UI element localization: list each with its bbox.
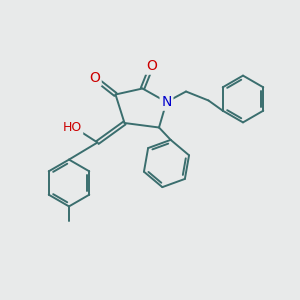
Text: O: O bbox=[146, 59, 157, 73]
Text: HO: HO bbox=[62, 121, 82, 134]
Text: N: N bbox=[161, 95, 172, 109]
Text: O: O bbox=[89, 71, 100, 85]
